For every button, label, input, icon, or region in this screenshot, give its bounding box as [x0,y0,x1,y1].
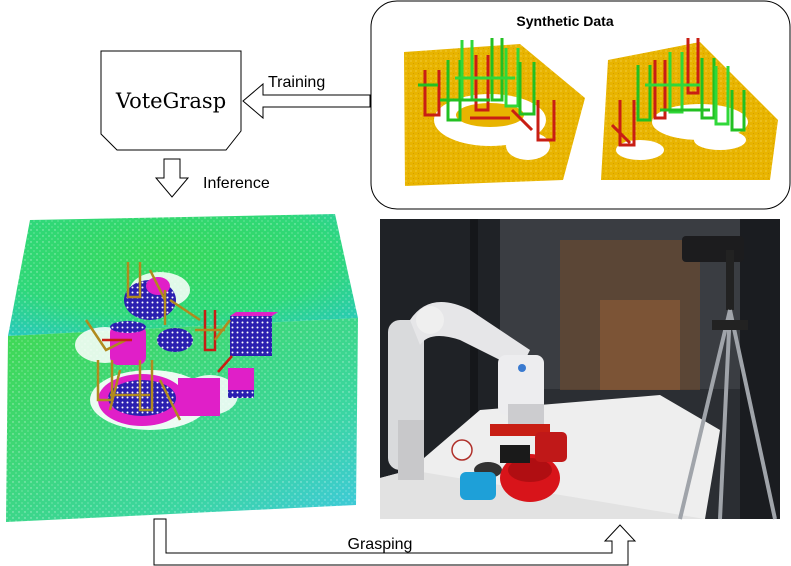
object-box-pink [178,378,220,416]
object-cube-blue [230,312,278,356]
point-cloud-scene [6,214,358,522]
inference-label: Inference [203,175,270,192]
votegrasp-label: VoteGrasp [115,89,226,113]
training-label: Training [268,74,325,91]
grasping-label: Grasping [348,536,413,553]
synthetic-scene-left [404,38,585,186]
object-top-cluster [124,277,193,352]
synthetic-scene-right [601,38,778,180]
grasping-arrow [153,518,637,566]
inference-arrow [154,158,190,198]
training-arrow [242,82,371,120]
synthetic-data-title: Synthetic Data [516,13,613,29]
real-robot-photo [380,219,780,520]
object-small-box [228,368,254,398]
votegrasp-model-box: VoteGrasp [100,50,242,151]
synthetic-data-panel: Synthetic Data [370,0,791,210]
object-mug [110,321,146,365]
predicted-grasps [84,262,233,421]
